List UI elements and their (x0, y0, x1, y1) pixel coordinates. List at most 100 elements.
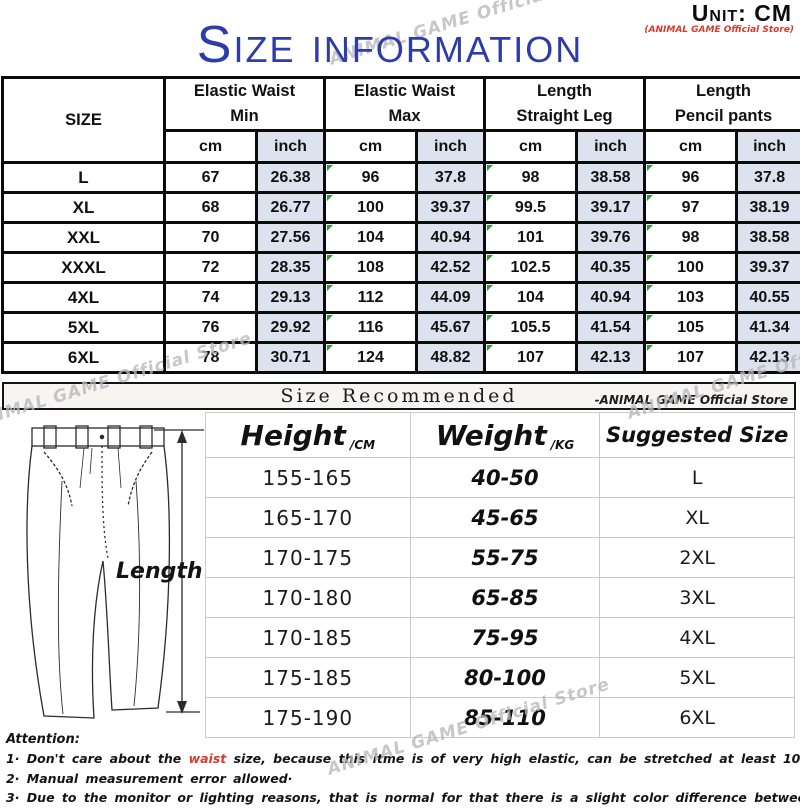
cm-header: cm (485, 131, 577, 163)
cm-value: 72 (165, 253, 257, 283)
suggested-size-header-label: Suggested Size (606, 423, 788, 447)
button (100, 435, 103, 438)
cm-value: 104 (485, 283, 577, 313)
suggested-size: 5XL (600, 658, 795, 698)
inch-header: inch (417, 131, 485, 163)
attention-notes: Attention: 1· Don't care about the waist… (6, 732, 798, 810)
inch-value: 42.13 (737, 343, 800, 373)
inch-value: 27.56 (257, 223, 325, 253)
inch-value: 39.37 (417, 193, 485, 223)
cm-value: 98 (645, 223, 737, 253)
cm-value: 104 (325, 223, 417, 253)
size-table: SIZE Elastic Waist Min Elastic Waist Max… (1, 76, 800, 374)
cm-value: 96 (645, 163, 737, 193)
fly-line (102, 446, 108, 558)
suggested-size-column-header: Suggested Size (600, 413, 795, 458)
col-group-elastic-waist-min: Elastic Waist Min (165, 78, 325, 131)
inch-value: 28.35 (257, 253, 325, 283)
inch-value: 38.19 (737, 193, 800, 223)
cm-value: 100 (645, 253, 737, 283)
inch-header: inch (577, 131, 645, 163)
group-label-line1: Elastic Waist (326, 79, 483, 104)
inch-value: 44.09 (417, 283, 485, 313)
right-crease-line (134, 481, 140, 706)
inch-value: 39.17 (577, 193, 645, 223)
size-recommended-bar: Size Recommended -ANIMAL GAME Official S… (2, 382, 796, 410)
inch-value: 30.71 (257, 343, 325, 373)
size-row: XXXL 72 28.35 108 42.52 102.5 40.35 100 … (3, 253, 800, 283)
note1-prefix: 1· Don't care about the (6, 751, 189, 766)
weight-range: 55-75 (410, 538, 600, 578)
col-group-elastic-waist-max: Elastic Waist Max (325, 78, 485, 131)
cm-value: 108 (325, 253, 417, 283)
cm-header: cm (325, 131, 417, 163)
belt-loop (140, 426, 152, 448)
recommendation-row: 155-165 40-50 L (206, 458, 795, 498)
waist-highlight: waist (189, 751, 227, 766)
inch-value: 42.13 (577, 343, 645, 373)
recommendation-header-row: Height/CM Weight/KG Suggested Size (206, 413, 795, 458)
cm-value: 101 (485, 223, 577, 253)
group-label-line1: Length (486, 79, 643, 104)
col-group-length-pencil-pants: Length Pencil pants (645, 78, 800, 131)
weight-range: 65-85 (410, 578, 600, 618)
attention-note-2: 2· Manual measurement error allowed· (6, 771, 798, 786)
cm-value: 99.5 (485, 193, 577, 223)
cm-value: 112 (325, 283, 417, 313)
height-range: 170-180 (206, 578, 411, 618)
height-range: 170-175 (206, 538, 411, 578)
cm-value: 78 (165, 343, 257, 373)
cm-value: 102.5 (485, 253, 577, 283)
inch-value: 41.34 (737, 313, 800, 343)
size-row: 4XL 74 29.13 112 44.09 104 40.94 103 40.… (3, 283, 800, 313)
inch-value: 29.92 (257, 313, 325, 343)
inch-value: 40.55 (737, 283, 800, 313)
recommendation-row: 170-185 75-95 4XL (206, 618, 795, 658)
size-row: XL 68 26.77 100 39.37 99.5 39.17 97 38.1… (3, 193, 800, 223)
cm-header: cm (165, 131, 257, 163)
group-label-line2: Pencil pants (646, 104, 800, 129)
belt-loop (44, 426, 56, 448)
pants-diagram: Length (6, 416, 212, 728)
size-label: XXXL (3, 253, 165, 283)
pants-figure: Length (6, 416, 212, 728)
weight-header-unit: /KG (551, 438, 575, 452)
inch-header: inch (737, 131, 800, 163)
size-column-header: SIZE (3, 78, 165, 163)
cm-value: 76 (165, 313, 257, 343)
right-pocket-line (128, 452, 152, 506)
length-label: Length (116, 559, 203, 584)
inch-header: inch (257, 131, 325, 163)
left-pocket-line (44, 452, 72, 506)
size-label: 6XL (3, 343, 165, 373)
inch-value: 38.58 (737, 223, 800, 253)
size-table-group-header-row: SIZE Elastic Waist Min Elastic Waist Max… (3, 78, 800, 131)
cm-value: 103 (645, 283, 737, 313)
height-range: 175-185 (206, 658, 411, 698)
cm-value: 68 (165, 193, 257, 223)
col-group-length-straight-leg: Length Straight Leg (485, 78, 645, 131)
group-label-line2: Straight Leg (486, 104, 643, 129)
size-label: XXL (3, 223, 165, 253)
inch-value: 37.8 (737, 163, 800, 193)
pleat-line (118, 448, 121, 488)
cm-value: 105 (645, 313, 737, 343)
suggested-size: 2XL (600, 538, 795, 578)
inch-value: 41.54 (577, 313, 645, 343)
recommendation-row: 165-170 45-65 XL (206, 498, 795, 538)
cm-value: 100 (325, 193, 417, 223)
size-label: XL (3, 193, 165, 223)
size-recommended-title: Size Recommended (280, 385, 517, 407)
suggested-size: L (600, 458, 795, 498)
belt-loop (108, 426, 120, 448)
length-arrowhead-top (177, 430, 187, 443)
recommendation-row: 170-175 55-75 2XL (206, 538, 795, 578)
height-range: 155-165 (206, 458, 411, 498)
inch-value: 45.67 (417, 313, 485, 343)
pleat-line (90, 448, 92, 474)
size-label: 4XL (3, 283, 165, 313)
store-credit: -ANIMAL GAME Official Store (595, 388, 788, 412)
inch-value: 29.13 (257, 283, 325, 313)
page-title: Size information (55, 18, 725, 73)
left-leg-outline (27, 446, 103, 718)
